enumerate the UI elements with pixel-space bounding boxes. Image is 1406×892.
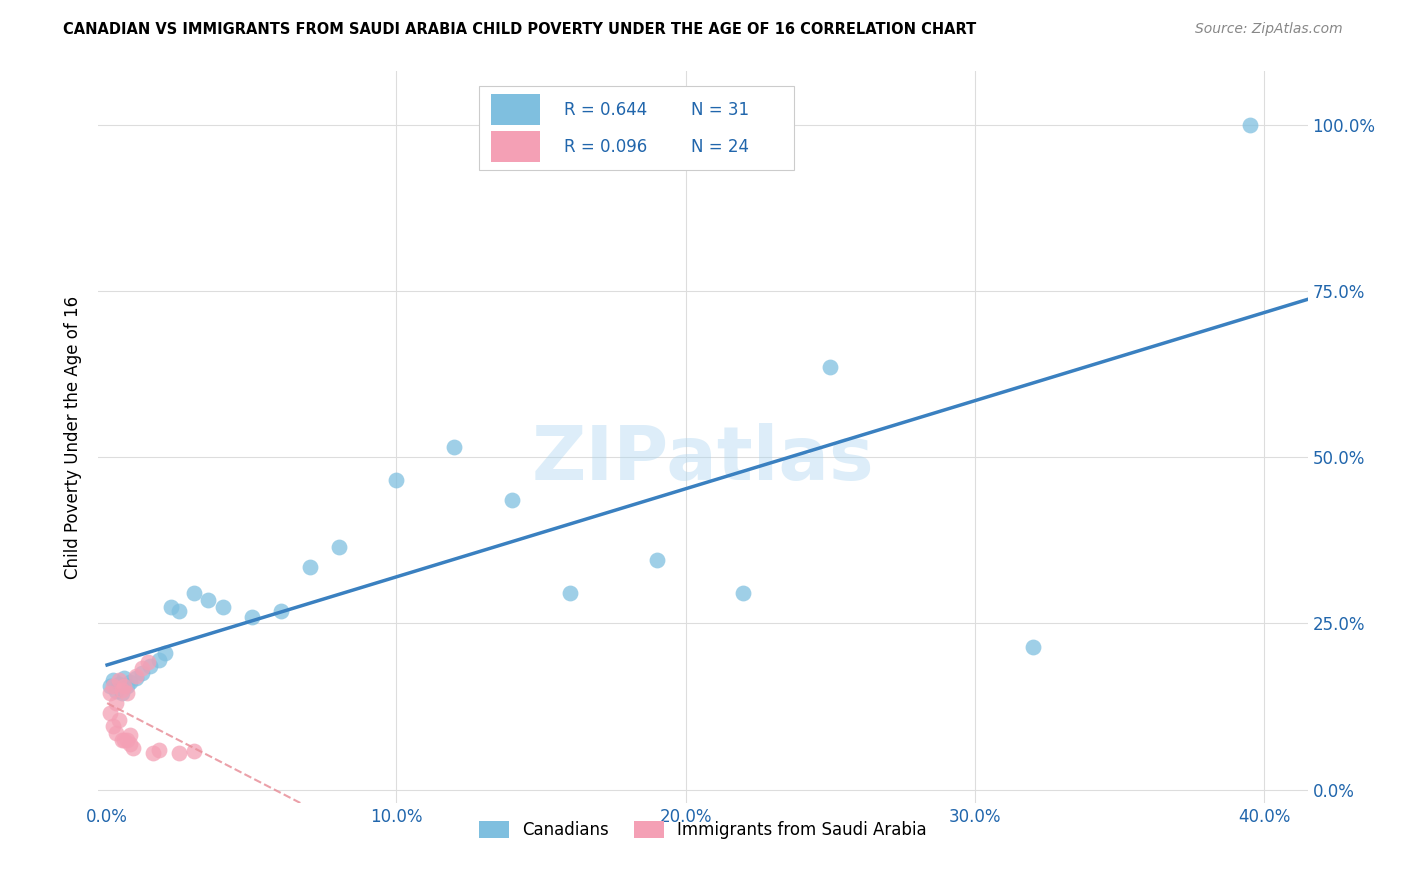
Point (385, 473, 408, 487)
Text: ZIPatlas: ZIPatlas (531, 423, 875, 496)
Point (443, 440, 465, 454)
Point (136, 655, 159, 669)
Point (117, 686, 139, 700)
Point (107, 677, 129, 691)
Point (110, 686, 132, 700)
Point (153, 646, 176, 660)
Point (1022, 640, 1045, 654)
Point (114, 732, 136, 747)
Point (101, 719, 124, 733)
Point (211, 599, 233, 614)
Text: N = 24: N = 24 (690, 137, 749, 155)
Point (139, 659, 162, 673)
Point (120, 737, 142, 751)
Point (110, 732, 132, 747)
Point (328, 540, 350, 554)
Point (114, 671, 136, 685)
Point (159, 599, 181, 614)
Point (169, 746, 191, 760)
Text: CANADIAN VS IMMIGRANTS FROM SAUDI ARABIA CHILD POVERTY UNDER THE AGE OF 16 CORRE: CANADIAN VS IMMIGRANTS FROM SAUDI ARABIA… (63, 22, 977, 37)
Text: R = 0.096: R = 0.096 (564, 137, 647, 155)
Point (298, 559, 321, 574)
Point (117, 732, 139, 747)
Point (98, 706, 121, 720)
Point (98, 686, 121, 700)
Y-axis label: Child Poverty Under the Age of 16: Child Poverty Under the Age of 16 (65, 295, 83, 579)
Point (101, 680, 124, 694)
Point (120, 728, 142, 742)
Point (820, 360, 842, 375)
Point (117, 680, 139, 694)
Point (125, 669, 148, 683)
Point (501, 493, 523, 508)
Point (131, 661, 153, 675)
Point (183, 586, 205, 600)
Point (148, 742, 170, 756)
Point (183, 744, 205, 758)
Point (120, 674, 142, 689)
Point (114, 680, 136, 694)
Point (125, 671, 148, 685)
Point (110, 682, 132, 697)
Text: Source: ZipAtlas.com: Source: ZipAtlas.com (1195, 22, 1343, 37)
Point (131, 666, 153, 681)
Point (148, 653, 170, 667)
Point (558, 586, 581, 600)
Point (122, 741, 145, 756)
Point (645, 553, 668, 567)
Legend: Canadians, Immigrants from Saudi Arabia: Canadians, Immigrants from Saudi Arabia (472, 814, 934, 846)
Point (98, 680, 121, 694)
Point (270, 604, 292, 618)
FancyBboxPatch shape (492, 95, 540, 125)
Point (104, 726, 127, 740)
Point (240, 609, 263, 624)
Point (142, 746, 165, 760)
Point (197, 593, 219, 607)
Point (107, 673, 129, 687)
Point (1239, 118, 1261, 132)
Point (169, 604, 191, 618)
Point (101, 673, 124, 687)
Text: N = 31: N = 31 (690, 101, 749, 119)
Text: R = 0.644: R = 0.644 (564, 101, 647, 119)
FancyBboxPatch shape (479, 86, 793, 170)
Point (107, 713, 129, 727)
FancyBboxPatch shape (492, 131, 540, 162)
Point (104, 684, 127, 698)
Point (104, 696, 127, 710)
Point (733, 586, 755, 600)
